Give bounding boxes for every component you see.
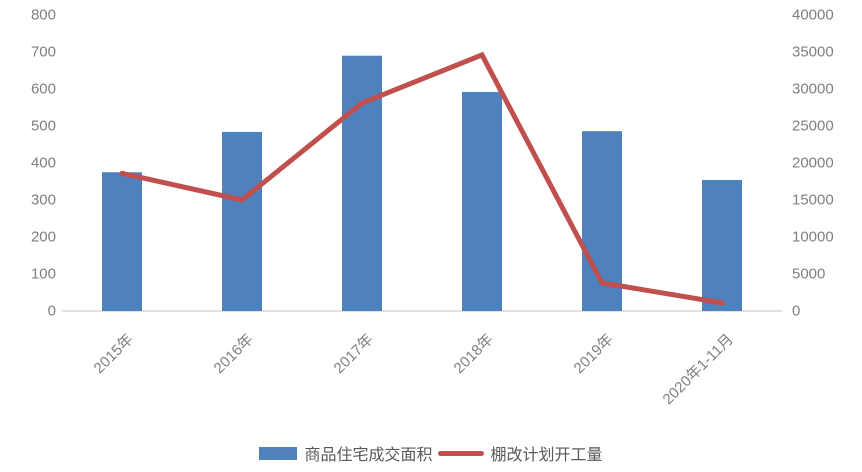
left-axis-tick-label: 700 [31, 44, 56, 61]
right-axis-tick-label: 25000 [792, 118, 834, 135]
legend-item-bar-series: 商品住宅成交面积 [259, 441, 433, 465]
bar-series-label: 商品住宅成交面积 [304, 447, 433, 464]
line-series-path [119, 51, 725, 306]
left-axis-tick-label: 400 [31, 155, 56, 172]
right-axis-tick-label: 10000 [792, 229, 834, 246]
bar-2015年 [102, 172, 142, 311]
left-axis-tick-label: 0 [48, 303, 56, 320]
x-axis-category-label: 2017年 [331, 331, 377, 377]
right-axis-tick-label: 5000 [792, 266, 825, 283]
right-axis-tick-label: 35000 [792, 44, 834, 61]
chart-legend: 商品住宅成交面积 棚改计划开工量 [0, 441, 862, 465]
left-axis-tick-label: 600 [31, 81, 56, 98]
left-axis-tick-label: 300 [31, 192, 56, 209]
bar-2016年 [222, 131, 262, 311]
line-series-label: 棚改计划开工量 [490, 447, 603, 464]
bar-2018年 [462, 91, 502, 312]
bar-2017年 [342, 55, 382, 312]
right-axis-tick-label: 40000 [792, 7, 834, 24]
left-axis-tick-label: 500 [31, 118, 56, 135]
right-axis-tick-label: 20000 [792, 155, 834, 172]
x-axis-category-label: 2019年 [571, 331, 617, 377]
x-axis-category-label: 2020年1-11月 [660, 331, 737, 408]
x-axis-category-label: 2016年 [211, 331, 257, 377]
bar-series-swatch [259, 446, 298, 460]
line-series-swatch [437, 450, 484, 456]
left-axis-tick-label: 800 [31, 7, 56, 24]
x-axis-category-label: 2018年 [451, 331, 497, 377]
right-axis-tick-label: 15000 [792, 192, 834, 209]
right-axis-tick-label: 30000 [792, 81, 834, 98]
legend-item-line-series: 棚改计划开工量 [437, 441, 603, 465]
left-axis-tick-label: 100 [31, 266, 56, 283]
bar-2020年1-11月 [702, 180, 742, 311]
x-axis-category-label: 2015年 [91, 331, 137, 377]
left-axis-tick-label: 200 [31, 229, 56, 246]
right-axis-tick-label: 0 [792, 303, 800, 320]
